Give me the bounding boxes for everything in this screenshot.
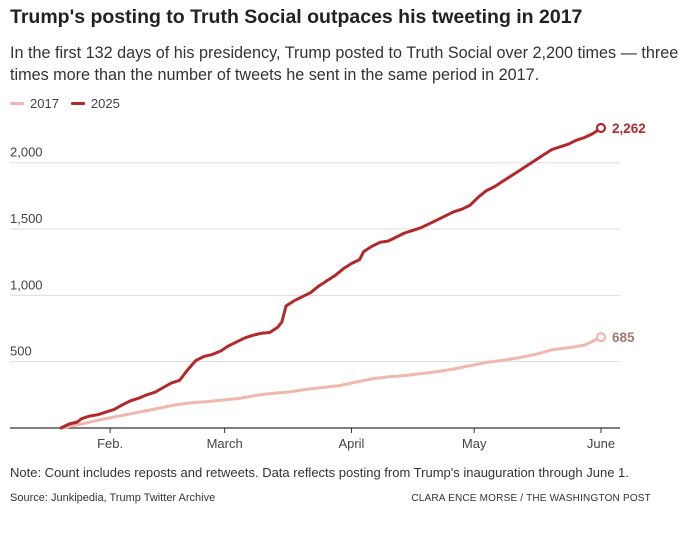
chart-subtitle: In the first 132 days of his presidency,… [10, 44, 679, 84]
series-end-label-2025: 2,262 [612, 121, 646, 136]
y-tick-label-500: 500 [10, 344, 32, 359]
chart-title: Trump's posting to Truth Social outpaces… [10, 6, 583, 28]
y-tick-label-1000: 1,000 [10, 277, 43, 292]
legend-item-2017: 2017 [10, 96, 59, 111]
x-tick-label-march: March [207, 436, 243, 451]
legend-label-2025: 2025 [90, 95, 120, 111]
series-end-marker-2017 [595, 332, 607, 343]
series-end-marker-2025 [595, 122, 607, 134]
line-chart: 500 1,000 1,500 2,000 Feb. March April May June 6… [10, 121, 646, 451]
legend-label-2017: 2017 [30, 95, 59, 111]
legend-item-2025: 2025 [70, 95, 120, 111]
series-line-2025 [59, 126, 603, 430]
x-tick-label-feb: Feb. [97, 436, 123, 451]
legend-swatch-2017 [10, 101, 24, 105]
chart-note: Note: Count includes reposts and retweet… [10, 465, 629, 480]
series-line-2017 [59, 335, 603, 430]
y-tick-label-1500: 1,500 [10, 211, 43, 226]
chart-source: Source: Junkipedia, Trump Twitter Archiv… [10, 492, 216, 504]
legend: 2017 2025 [10, 94, 132, 112]
chart-credit: CLARA ENCE MORSE / THE WASHINGTON POST [411, 493, 651, 504]
legend-swatch-2025 [70, 101, 85, 105]
y-tick-label-2000: 2,000 [10, 145, 43, 160]
x-tick-label-april: April [338, 436, 364, 451]
x-tick-label-may: May [462, 436, 487, 451]
x-tick-label-june: June [587, 436, 615, 451]
series-end-label-2017: 685 [612, 330, 635, 345]
